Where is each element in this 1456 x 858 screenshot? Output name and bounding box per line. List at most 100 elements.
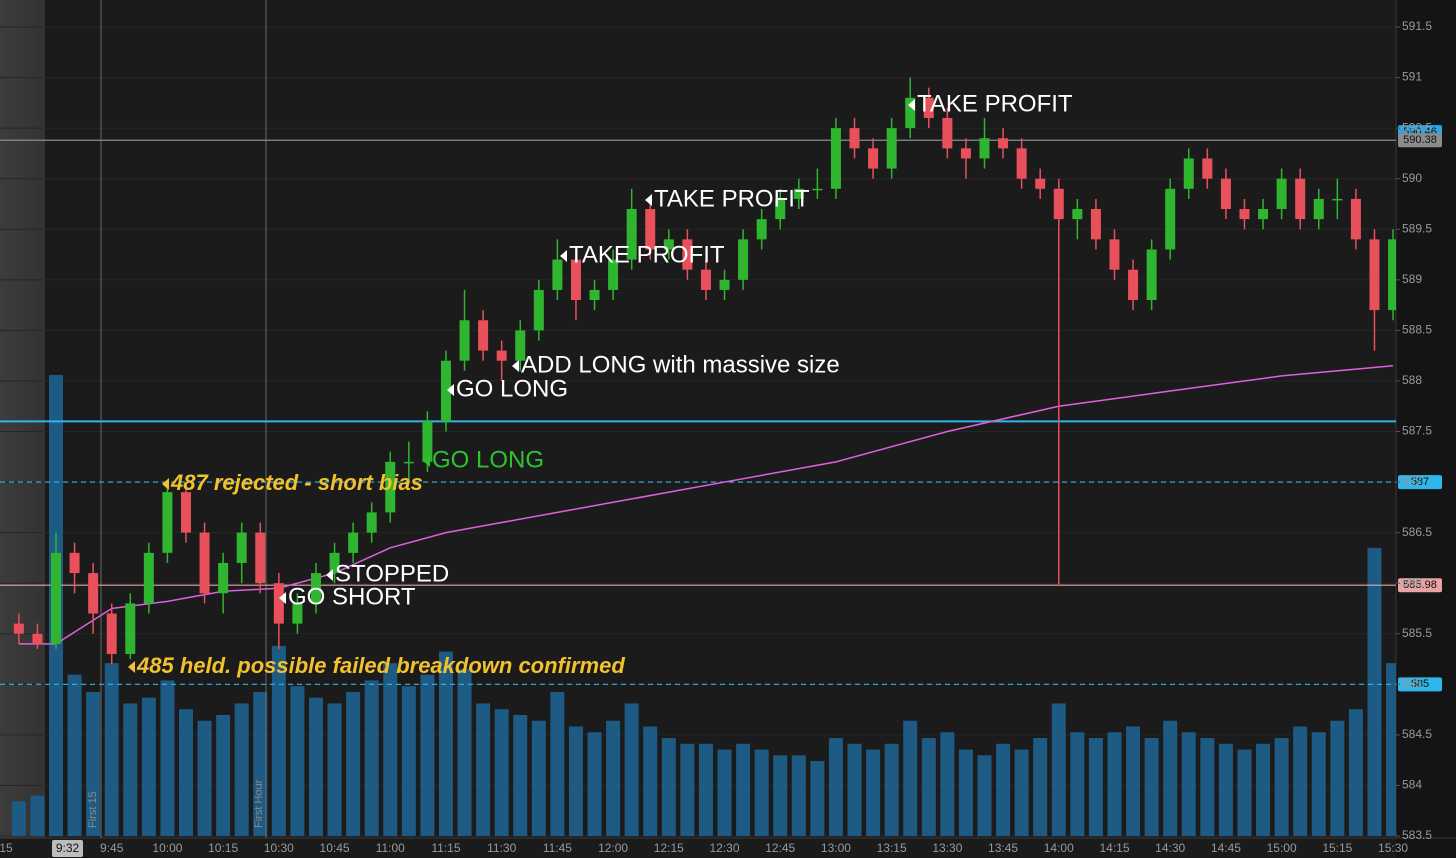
- volume-bar: [346, 691, 361, 836]
- volume-bar: [123, 703, 138, 836]
- x-tick-label: 13:45: [988, 841, 1018, 855]
- volume-bar: [1237, 749, 1252, 836]
- candle-body: [998, 138, 1009, 149]
- y-tick-label: 586.5: [1402, 525, 1432, 539]
- volume-bar: [1293, 726, 1308, 836]
- annotation-marker: [128, 661, 135, 673]
- candle-body: [180, 492, 191, 533]
- candle-body: [106, 613, 117, 654]
- x-tick-label: 14:00: [1044, 841, 1074, 855]
- candle-body: [1035, 178, 1046, 189]
- x-tick-label: 12:45: [765, 841, 795, 855]
- x-tick-label: 9:45: [100, 841, 124, 855]
- volume-bar: [401, 686, 416, 836]
- candle-body: [1350, 198, 1361, 240]
- annotation: TAKE PROFIT: [917, 90, 1073, 117]
- volume-bar: [717, 749, 732, 836]
- candle-body: [960, 148, 971, 159]
- candle-body: [923, 97, 934, 119]
- x-tick-label: 10:00: [152, 841, 182, 855]
- candle-body: [1053, 188, 1064, 220]
- y-tick-label: 588: [1402, 373, 1422, 387]
- volume-bar: [11, 801, 26, 836]
- candle-body: [589, 289, 600, 301]
- annotation: 485 held. possible failed breakdown conf…: [136, 653, 625, 678]
- volume-bar: [327, 703, 342, 836]
- candle-body: [496, 350, 507, 361]
- volume-bar: [773, 755, 788, 836]
- candles: [13, 77, 1396, 665]
- x-tick-label: 14:15: [1099, 841, 1129, 855]
- level-badge: [1398, 677, 1442, 692]
- cursor-time: 9:32: [56, 841, 80, 855]
- candle-body: [645, 209, 656, 250]
- axes: 9:32 583.5584584.5585585.5586586.5587587…: [0, 19, 1432, 857]
- candle-body: [273, 583, 284, 624]
- x-tick-label: 10:30: [264, 841, 294, 855]
- candle-body: [13, 623, 24, 634]
- y-tick-label: 589.5: [1402, 221, 1432, 235]
- level-badge: [1398, 475, 1442, 490]
- volume-bar: [86, 691, 101, 836]
- annotation-marker: [326, 569, 333, 581]
- candle-body: [292, 603, 303, 624]
- annotation-marker: [908, 99, 915, 111]
- volume-bar: [921, 738, 936, 836]
- annotation-marker: [512, 360, 519, 372]
- candle-body: [775, 198, 786, 220]
- candle-body: [663, 239, 674, 250]
- volume-bar: [903, 720, 918, 836]
- candle-body: [1220, 178, 1231, 210]
- candle-body: [69, 552, 80, 574]
- y-tick-label: 586: [1402, 575, 1422, 589]
- x-tick-label: 10:15: [208, 841, 238, 855]
- y-tick-label: 590: [1402, 171, 1422, 185]
- x-tick-label: 14:30: [1155, 841, 1185, 855]
- volume-bar: [234, 703, 249, 836]
- annotation: GO LONG: [432, 446, 544, 473]
- volume-bar: [457, 668, 472, 836]
- volume-bar: [178, 709, 193, 836]
- candle-body: [1332, 198, 1343, 201]
- candle-body: [552, 259, 563, 290]
- candle-body: [886, 128, 897, 169]
- volume-bar: [1348, 709, 1363, 836]
- candle-body: [218, 562, 229, 594]
- candle-body: [793, 188, 804, 199]
- candle-body: [1016, 148, 1027, 179]
- volume-bar: [420, 674, 435, 836]
- candle-body: [422, 421, 433, 462]
- volume-bar: [253, 691, 268, 836]
- y-tick-label: 588.5: [1402, 323, 1432, 337]
- candle-body: [905, 97, 916, 129]
- y-tick-label: 587.5: [1402, 424, 1432, 438]
- candle-body: [236, 532, 247, 563]
- volume-bar: [624, 703, 639, 836]
- volume-bar: [606, 720, 621, 836]
- annotation: TAKE PROFIT: [569, 241, 725, 268]
- volume-bar: [1051, 703, 1066, 836]
- annotation: GO SHORT: [288, 583, 416, 610]
- candle-body: [1128, 269, 1139, 301]
- volume-bar: [754, 749, 769, 836]
- volume: [11, 375, 1396, 836]
- y-tick-label: 587: [1402, 474, 1422, 488]
- x-tick-label: 12:30: [710, 841, 740, 855]
- candle-body: [830, 128, 841, 189]
- annotation-marker: [423, 455, 430, 467]
- volume-bar: [364, 680, 379, 836]
- candle-body: [533, 289, 544, 331]
- candle-body: [255, 532, 266, 584]
- volume-bar: [197, 720, 212, 836]
- candle-body: [608, 259, 619, 290]
- annotation: STOPPED: [335, 560, 449, 587]
- cursor-badge: [52, 840, 83, 857]
- volume-bar: [308, 697, 323, 836]
- volume-bar: [30, 795, 45, 836]
- x-tick-label: 13:30: [932, 841, 962, 855]
- x-tick-label: 15:30: [1378, 841, 1408, 855]
- candle-body: [51, 552, 61, 644]
- volume-bar: [476, 703, 491, 836]
- volume-bar: [141, 697, 156, 836]
